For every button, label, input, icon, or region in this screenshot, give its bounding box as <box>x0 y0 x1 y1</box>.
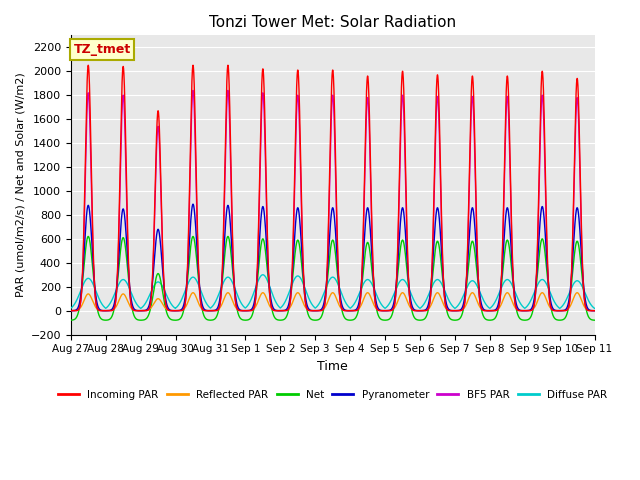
Text: TZ_tmet: TZ_tmet <box>74 43 131 56</box>
X-axis label: Time: Time <box>317 360 348 373</box>
Title: Tonzi Tower Met: Solar Radiation: Tonzi Tower Met: Solar Radiation <box>209 15 456 30</box>
Legend: Incoming PAR, Reflected PAR, Net, Pyranometer, BF5 PAR, Diffuse PAR: Incoming PAR, Reflected PAR, Net, Pyrano… <box>54 386 611 404</box>
Y-axis label: PAR (umol/m2/s) / Net and Solar (W/m2): PAR (umol/m2/s) / Net and Solar (W/m2) <box>15 72 25 297</box>
